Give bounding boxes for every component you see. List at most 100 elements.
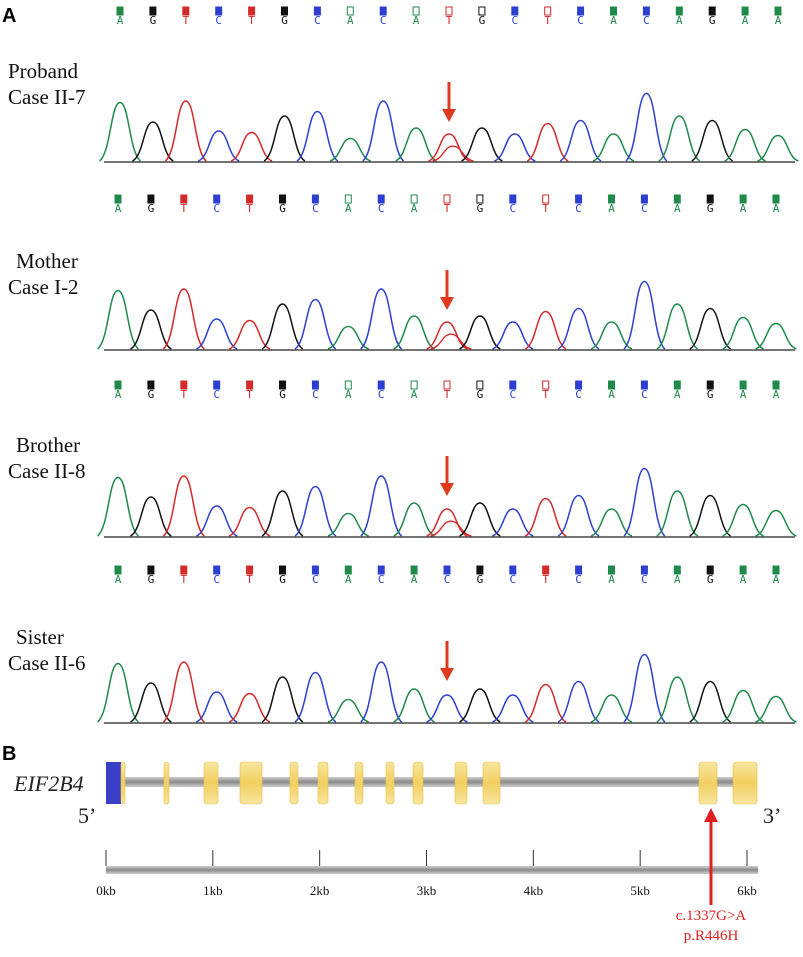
base-call-marker bbox=[346, 6, 354, 16]
panel-b-letter: B bbox=[2, 743, 16, 765]
base-call-letter: A bbox=[674, 388, 681, 401]
base-call-letter: G bbox=[707, 388, 714, 401]
trace-peak bbox=[261, 303, 304, 350]
base-call-letter: G bbox=[477, 202, 484, 215]
trace-peak bbox=[327, 512, 370, 537]
base-call-marker bbox=[379, 6, 387, 16]
base-call-letter: C bbox=[575, 202, 582, 215]
trace-peak bbox=[459, 688, 501, 723]
trace-peak bbox=[360, 661, 403, 723]
sample-name-label: Mother bbox=[16, 249, 78, 273]
trace-peak bbox=[656, 303, 699, 350]
base-call-letter: A bbox=[742, 14, 749, 27]
trace-peak bbox=[130, 682, 172, 723]
base-call-letter: A bbox=[610, 14, 617, 27]
base-call-letter: C bbox=[641, 573, 648, 586]
base-call-letter: C bbox=[641, 202, 648, 215]
base-call-letter: C bbox=[575, 388, 582, 401]
trace-peak bbox=[164, 100, 207, 162]
base-call-letter: A bbox=[115, 388, 122, 401]
base-call-marker bbox=[313, 6, 321, 16]
base-call-letter: C bbox=[213, 573, 220, 586]
base-call-marker bbox=[640, 380, 648, 390]
base-call-letter: G bbox=[279, 202, 286, 215]
base-call-marker bbox=[476, 194, 484, 204]
trace-peak bbox=[228, 506, 271, 537]
scale-tick-label: 4kb bbox=[524, 883, 544, 898]
trace-peak bbox=[162, 475, 205, 537]
base-call-marker bbox=[147, 565, 155, 575]
exon-block bbox=[482, 761, 501, 805]
trace-peak bbox=[294, 671, 337, 723]
mutation-protein-label: p.R446H bbox=[684, 928, 739, 944]
base-call-letter: A bbox=[608, 202, 615, 215]
base-call-letter: C bbox=[509, 388, 516, 401]
base-call-marker bbox=[443, 565, 451, 575]
base-call-letter: A bbox=[115, 573, 122, 586]
base-call-marker bbox=[279, 565, 286, 575]
base-call-letter: A bbox=[115, 202, 122, 215]
trace-peak bbox=[557, 680, 600, 723]
panel-a-letter: A bbox=[2, 5, 16, 27]
trace-peak bbox=[755, 509, 797, 537]
base-call-marker bbox=[772, 194, 780, 204]
base-call-marker bbox=[608, 380, 615, 390]
base-call-letter: T bbox=[180, 573, 187, 586]
base-call-letter: C bbox=[380, 14, 387, 27]
trace-peak bbox=[524, 310, 567, 350]
trace-peak bbox=[393, 315, 435, 350]
base-call-marker bbox=[114, 194, 122, 204]
base-call-letter: C bbox=[314, 14, 321, 27]
trace-peak bbox=[592, 133, 635, 162]
base-call-letter: C bbox=[378, 573, 385, 586]
trace-peak bbox=[228, 692, 271, 723]
base-call-letter: C bbox=[511, 14, 518, 27]
base-call-marker bbox=[739, 380, 747, 390]
trace-peak bbox=[526, 122, 569, 162]
base-call-letter: A bbox=[345, 202, 352, 215]
base-call-marker bbox=[476, 565, 484, 575]
base-call-marker bbox=[377, 194, 385, 204]
base-call-letter: G bbox=[479, 14, 486, 27]
base-call-marker bbox=[246, 565, 254, 575]
base-call-letter: T bbox=[246, 388, 253, 401]
base-call-letter: A bbox=[740, 202, 747, 215]
base-call-letter: T bbox=[542, 202, 549, 215]
sample-case-label: Case II-7 bbox=[8, 85, 86, 109]
trace-peak bbox=[230, 131, 273, 162]
exon-block bbox=[354, 761, 364, 805]
base-call-letter: C bbox=[378, 388, 385, 401]
trace-peak bbox=[658, 115, 701, 162]
base-call-marker bbox=[739, 194, 747, 204]
base-call-letter: C bbox=[641, 388, 648, 401]
base-call-marker bbox=[706, 194, 714, 204]
exon-block bbox=[317, 761, 329, 805]
base-call-marker bbox=[410, 380, 418, 390]
base-call-letter: C bbox=[215, 14, 222, 27]
scale-tick-label: 6kb bbox=[737, 883, 757, 898]
scale-ticks: 0kb 1kb 2kb 3kb 4kb 5kb 6kb bbox=[96, 850, 757, 898]
base-call-letter: G bbox=[148, 202, 155, 215]
exon-track bbox=[120, 761, 758, 805]
trace-peak bbox=[722, 503, 764, 537]
base-call-marker bbox=[248, 6, 256, 16]
base-call-letter: C bbox=[575, 573, 582, 586]
base-call-marker bbox=[673, 565, 681, 575]
trace-peak bbox=[755, 695, 797, 723]
sample-case-label: Case II-6 bbox=[8, 651, 86, 675]
trace-peak bbox=[228, 319, 271, 350]
variant-arrow-head bbox=[440, 668, 454, 681]
base-call-letter: C bbox=[312, 202, 319, 215]
base-call-marker bbox=[344, 380, 352, 390]
base-call-letter: A bbox=[413, 14, 420, 27]
trace-peak bbox=[97, 662, 139, 723]
trace-peak bbox=[97, 476, 139, 537]
trace-peak bbox=[132, 121, 174, 162]
base-call-letter: T bbox=[444, 388, 451, 401]
base-call-marker bbox=[114, 380, 122, 390]
base-call-marker bbox=[246, 380, 254, 390]
base-call-marker bbox=[443, 194, 451, 204]
base-call-marker bbox=[511, 6, 519, 16]
